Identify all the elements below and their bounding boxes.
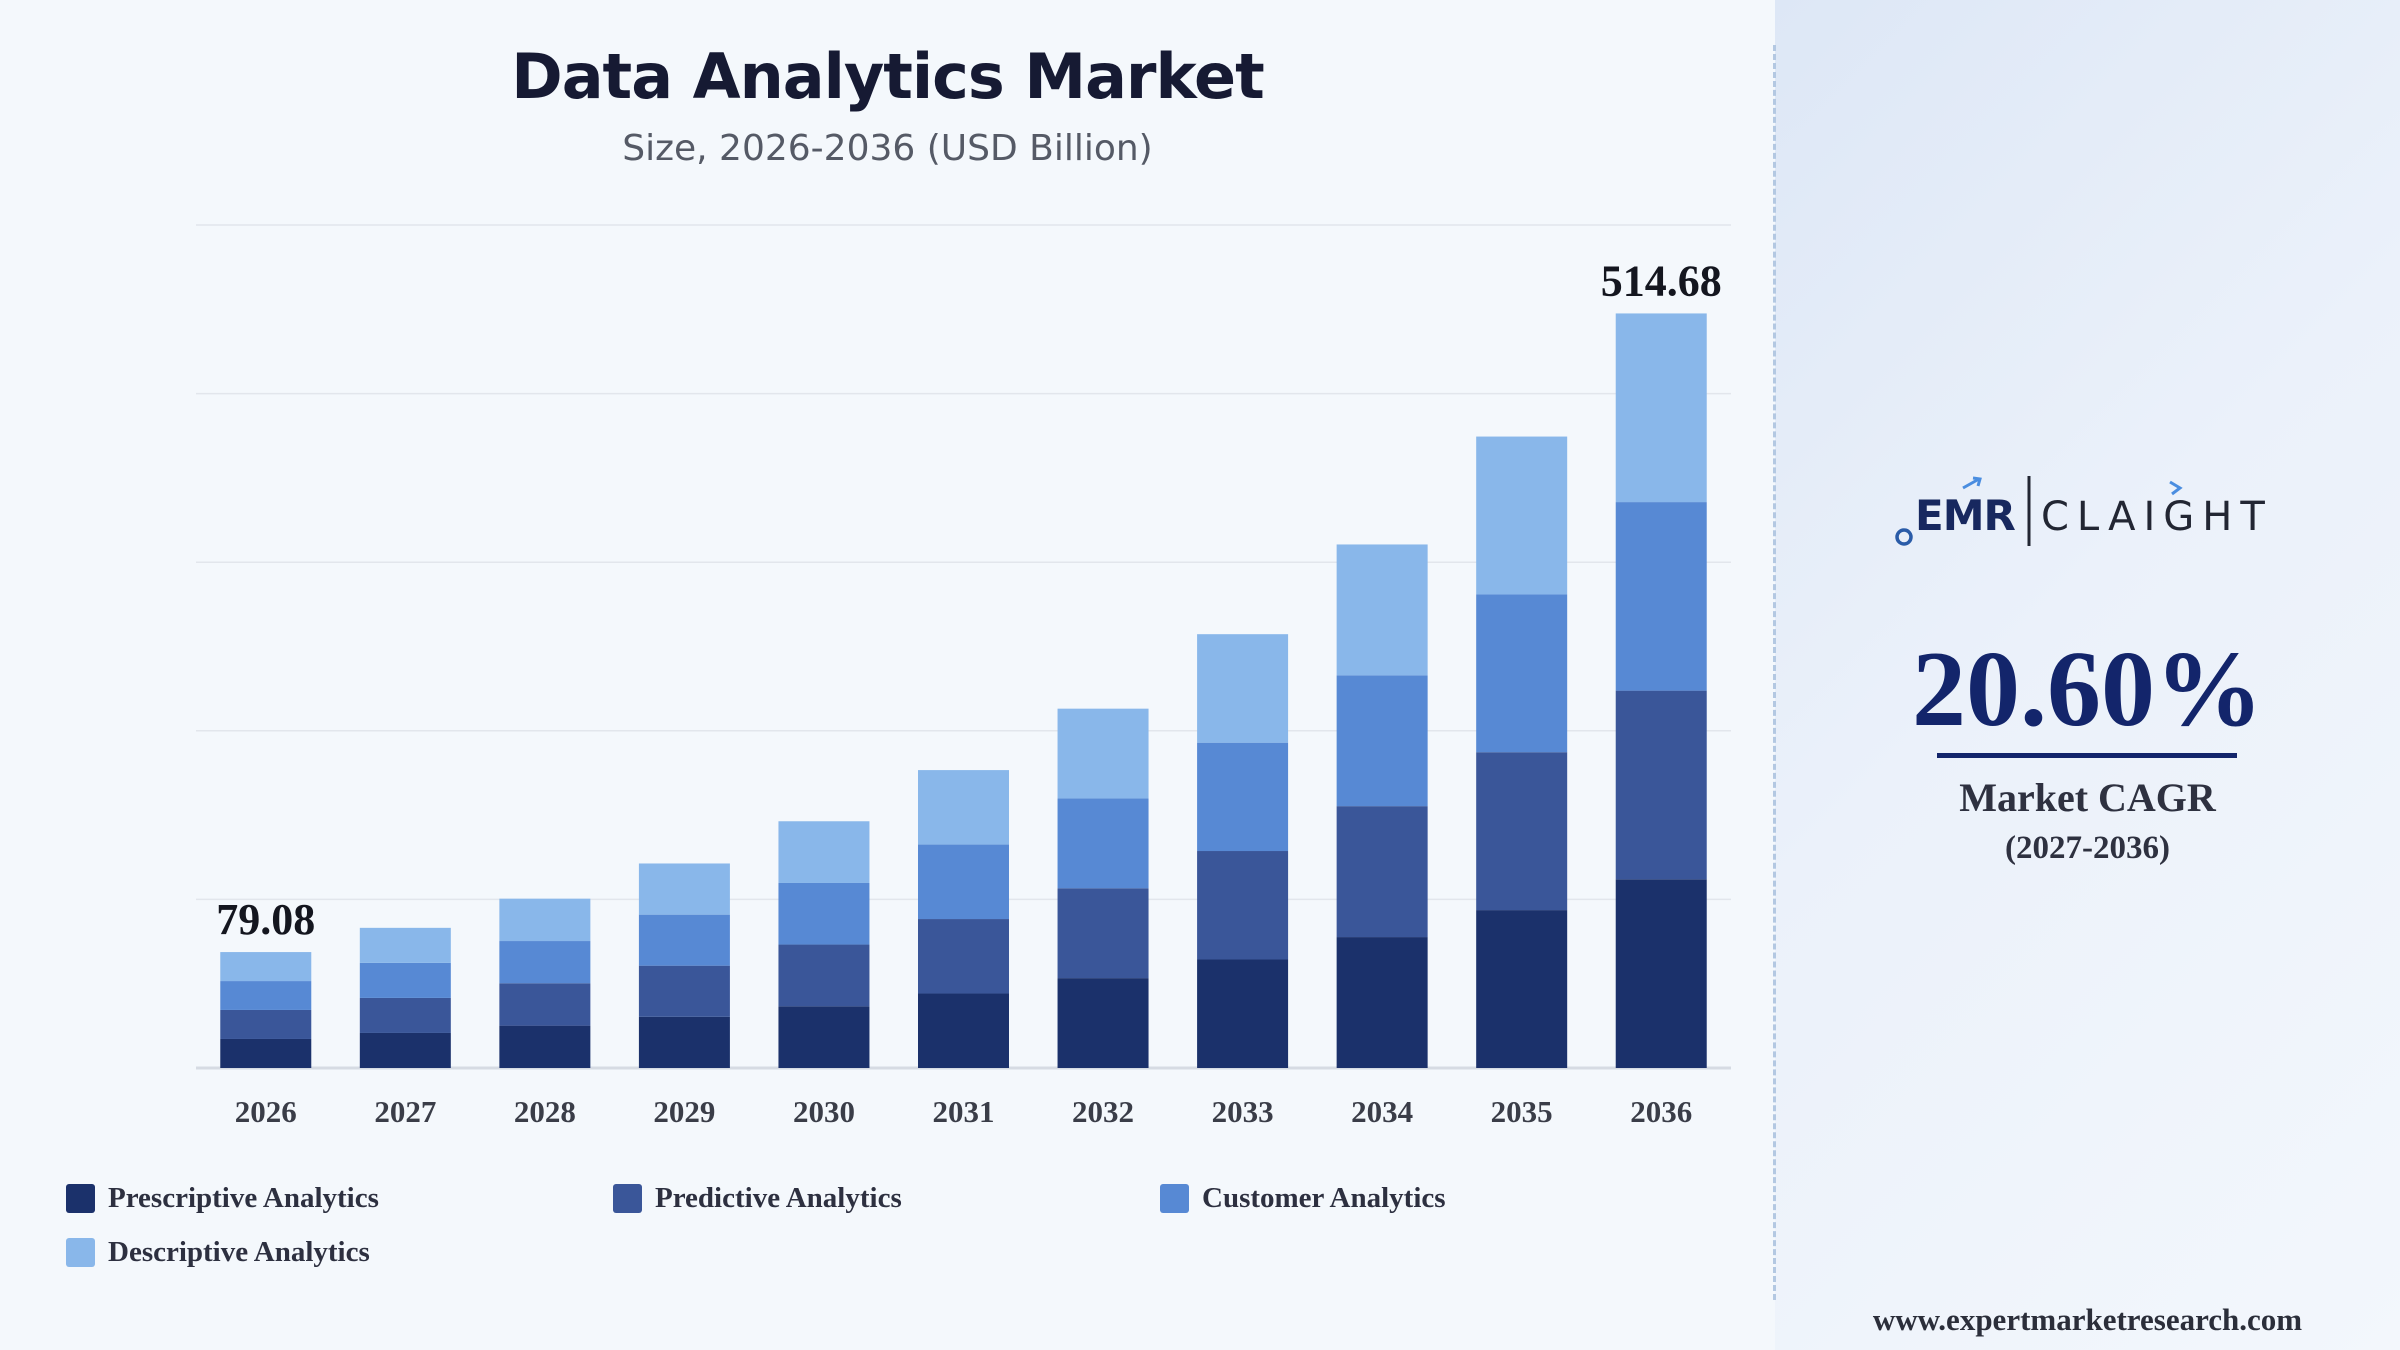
panel-divider xyxy=(1773,45,1776,1300)
brand-logo: EMR CLAIGHT xyxy=(1895,476,2273,546)
logo-dot-icon xyxy=(1895,528,1913,546)
brand-name-right: CLAIGHT xyxy=(2041,494,2273,540)
legend-label: Predictive Analytics xyxy=(655,1181,902,1214)
bar-2029-predictive-analytics xyxy=(638,965,730,1017)
legend-item: Predictive Analytics xyxy=(613,1182,1160,1214)
bar-2034-prescriptive-analytics xyxy=(1336,937,1428,1068)
bar-2036-prescriptive-analytics xyxy=(1615,879,1707,1068)
cagr-underline xyxy=(1937,753,2237,758)
legend-swatch xyxy=(613,1183,642,1213)
chart-subtitle: Size, 2026-2036 (USD Billion) xyxy=(622,128,1153,169)
logo-arrow-icon xyxy=(1962,476,1982,490)
legend-label: Customer Analytics xyxy=(1202,1181,1446,1214)
x-tick-label: 2036 xyxy=(1630,1094,1692,1129)
bar-2026-descriptive-analytics xyxy=(220,952,312,982)
bar-2034-customer-analytics xyxy=(1336,675,1428,807)
legend: Prescriptive Analytics Predictive Analyti… xyxy=(66,1182,1726,1268)
bar-2035-descriptive-analytics xyxy=(1476,436,1568,595)
bar-2035-customer-analytics xyxy=(1476,594,1568,753)
legend-label: Prescriptive Analytics xyxy=(108,1181,379,1214)
bar-2028-descriptive-analytics xyxy=(499,898,591,942)
bar-2036-customer-analytics xyxy=(1615,502,1707,691)
x-tick-label: 2027 xyxy=(374,1094,436,1129)
bar-2033-customer-analytics xyxy=(1197,742,1289,852)
chart-title: Data Analytics Market xyxy=(511,40,1265,113)
bar-2027-customer-analytics xyxy=(359,962,451,998)
bar-2028-predictive-analytics xyxy=(499,983,591,1026)
bar-2033-prescriptive-analytics xyxy=(1197,959,1289,1068)
x-tick-label: 2034 xyxy=(1351,1094,1413,1129)
data-label-2036: 514.68 xyxy=(1601,256,1722,305)
bar-2031-prescriptive-analytics xyxy=(918,993,1009,1068)
x-tick-label: 2032 xyxy=(1072,1094,1134,1129)
bar-2026-prescriptive-analytics xyxy=(220,1038,312,1068)
cagr-value: 20.60% xyxy=(1912,630,2263,749)
cagr-label: Market CAGR xyxy=(1959,775,2216,820)
bar-2029-prescriptive-analytics xyxy=(638,1016,730,1068)
bar-2031-predictive-analytics xyxy=(918,919,1009,994)
bar-2033-descriptive-analytics xyxy=(1197,634,1289,743)
legend-item: Customer Analytics xyxy=(1160,1182,1707,1214)
bar-2032-customer-analytics xyxy=(1057,798,1149,889)
bar-2026-customer-analytics xyxy=(220,981,312,1010)
bar-2026-predictive-analytics xyxy=(220,1009,312,1039)
bar-2036-descriptive-analytics xyxy=(1615,313,1707,503)
bar-2031-customer-analytics xyxy=(918,844,1009,920)
logo-chevron-icon xyxy=(2169,480,2183,496)
cagr-period: (2027-2036) xyxy=(2005,830,2170,866)
x-tick-label: 2026 xyxy=(235,1094,297,1129)
labels: 2026 2027 2028 2029 2030 2031 2032 2033 2034 2035… xyxy=(216,256,1721,1129)
legend-swatch xyxy=(66,1183,95,1213)
bar-2035-prescriptive-analytics xyxy=(1476,910,1568,1068)
bar-2032-predictive-analytics xyxy=(1057,888,1149,979)
bar-2035-predictive-analytics xyxy=(1476,752,1568,911)
bar-2030-customer-analytics xyxy=(778,882,870,945)
bar-2027-descriptive-analytics xyxy=(359,927,451,963)
x-tick-label: 2035 xyxy=(1491,1094,1553,1129)
legend-swatch xyxy=(1160,1183,1189,1213)
bar-2036-predictive-analytics xyxy=(1615,690,1707,880)
bar-2027-prescriptive-analytics xyxy=(359,1032,451,1068)
bars xyxy=(220,313,1707,1068)
x-tick-label: 2028 xyxy=(514,1094,576,1129)
bar-2029-customer-analytics xyxy=(638,914,730,966)
legend-label: Descriptive Analytics xyxy=(108,1235,370,1268)
x-tick-label: 2033 xyxy=(1212,1094,1274,1129)
info-panel xyxy=(1775,0,2400,1350)
legend-item: Descriptive Analytics xyxy=(66,1236,613,1268)
bar-2034-descriptive-analytics xyxy=(1336,544,1428,676)
bar-2034-predictive-analytics xyxy=(1336,806,1428,938)
bar-2030-descriptive-analytics xyxy=(778,821,870,883)
legend-swatch xyxy=(66,1237,95,1267)
bar-2027-predictive-analytics xyxy=(359,997,451,1033)
chart-plot: 2026 2027 2028 2029 2030 2031 2032 2033 2034 2035… xyxy=(196,224,1731,1129)
bar-2032-prescriptive-analytics xyxy=(1057,978,1149,1068)
x-tick-label: 2029 xyxy=(653,1094,715,1129)
brand-name-left: EMR xyxy=(1915,491,2015,540)
bar-2028-customer-analytics xyxy=(499,941,591,984)
data-label-2026: 79.08 xyxy=(216,895,315,944)
x-tick-label: 2031 xyxy=(933,1094,995,1129)
bar-2031-descriptive-analytics xyxy=(918,770,1009,845)
bar-2030-prescriptive-analytics xyxy=(778,1006,870,1068)
x-tick-label: 2030 xyxy=(793,1094,855,1129)
bar-2032-descriptive-analytics xyxy=(1057,708,1149,799)
legend-item: Prescriptive Analytics xyxy=(66,1182,613,1214)
bar-2030-predictive-analytics xyxy=(778,944,870,1007)
bar-2033-predictive-analytics xyxy=(1197,851,1289,960)
bar-2029-descriptive-analytics xyxy=(638,863,730,915)
bar-2028-prescriptive-analytics xyxy=(499,1025,591,1068)
website-url: www.expertmarketresearch.com xyxy=(1872,1302,2303,1337)
